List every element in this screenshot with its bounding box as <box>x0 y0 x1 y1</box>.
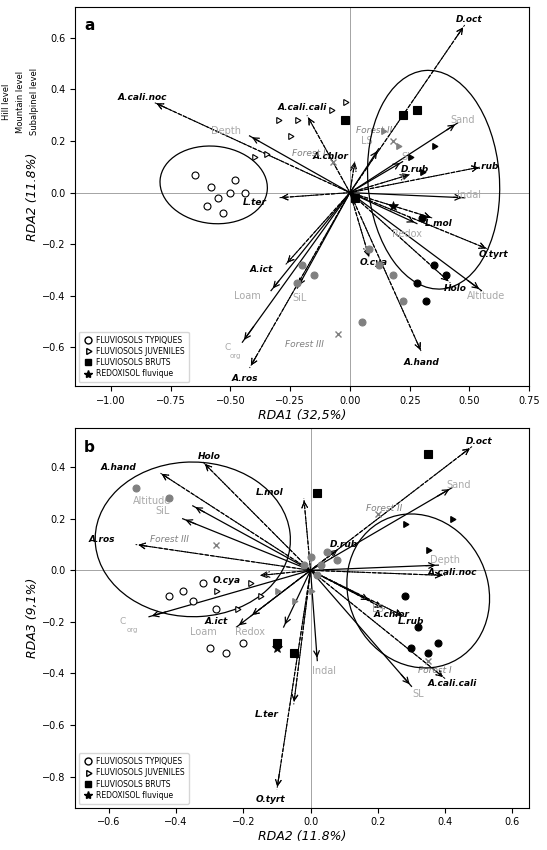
Text: A.chlor: A.chlor <box>373 609 409 619</box>
Text: SL: SL <box>412 689 424 699</box>
Text: Forest I: Forest I <box>418 666 452 676</box>
Text: O.tyrt: O.tyrt <box>479 250 508 259</box>
Text: org: org <box>126 627 138 633</box>
X-axis label: RDA2 (11.8%): RDA2 (11.8%) <box>258 830 346 843</box>
Text: L.rub: L.rub <box>398 617 424 626</box>
Text: Holo: Holo <box>198 452 221 462</box>
Text: Forest II: Forest II <box>366 504 403 513</box>
Text: O.cya: O.cya <box>212 576 241 585</box>
Text: O.cya: O.cya <box>360 258 388 267</box>
Text: L.mol: L.mol <box>257 489 284 497</box>
Text: Depth: Depth <box>430 555 460 565</box>
Text: A.ros: A.ros <box>231 374 258 382</box>
Text: A.hand: A.hand <box>404 359 440 367</box>
Text: Subalpinel level: Subalpinel level <box>30 68 39 135</box>
Text: Indal: Indal <box>312 666 336 676</box>
Text: Redox: Redox <box>392 229 422 239</box>
Text: C: C <box>119 617 125 626</box>
Text: SL: SL <box>401 151 413 162</box>
Text: Forest II: Forest II <box>356 127 392 135</box>
Text: L.rub: L.rub <box>473 162 499 172</box>
Text: LS: LS <box>361 136 373 146</box>
Text: A.cali.cali: A.cali.cali <box>427 679 476 689</box>
Text: Forest I: Forest I <box>293 150 326 158</box>
Text: O.tyrt: O.tyrt <box>255 796 285 804</box>
Legend: FLUVIOSOLS TYPIQUES, FLUVIOSOLS JUVENILES, FLUVIOSOLS BRUTS, REDOXISOL fluvique: FLUVIOSOLS TYPIQUES, FLUVIOSOLS JUVENILE… <box>79 753 189 804</box>
Text: Indal: Indal <box>457 190 481 201</box>
Text: L.ter: L.ter <box>242 198 266 207</box>
Legend: FLUVIOSOLS TYPIQUES, FLUVIOSOLS JUVENILES, FLUVIOSOLS BRUTS, REDOXISOL fluvique: FLUVIOSOLS TYPIQUES, FLUVIOSOLS JUVENILE… <box>79 332 189 382</box>
Text: C: C <box>225 343 231 352</box>
Text: Forest III: Forest III <box>150 535 189 544</box>
Y-axis label: RDA2 (11.8%): RDA2 (11.8%) <box>26 152 39 241</box>
Text: A.hand: A.hand <box>101 462 137 472</box>
Text: org: org <box>230 353 241 359</box>
Text: A.ict: A.ict <box>205 617 228 626</box>
Text: A.ict: A.ict <box>250 265 273 275</box>
Text: Altitude: Altitude <box>467 291 505 301</box>
Text: A.cali.noc: A.cali.noc <box>427 569 476 577</box>
Text: Altitude: Altitude <box>133 496 172 506</box>
Text: Depth: Depth <box>211 126 241 136</box>
Text: A.ros: A.ros <box>89 535 115 544</box>
Text: D.rub: D.rub <box>330 540 358 549</box>
Text: Loam: Loam <box>189 627 216 638</box>
Text: D.oct: D.oct <box>456 15 483 25</box>
Text: Loam: Loam <box>234 291 260 301</box>
Text: A.cali.cali: A.cali.cali <box>277 103 327 112</box>
Text: D.oct: D.oct <box>465 437 492 446</box>
Text: D.rub: D.rub <box>400 165 429 174</box>
Text: b: b <box>84 439 95 455</box>
Text: SiL: SiL <box>293 293 307 303</box>
Text: Forest III: Forest III <box>285 340 324 349</box>
X-axis label: RDA1 (32,5%): RDA1 (32,5%) <box>258 409 346 422</box>
Text: A.cali.noc: A.cali.noc <box>117 93 167 102</box>
Text: L.ter: L.ter <box>255 711 279 719</box>
Text: SiL: SiL <box>155 506 170 516</box>
Text: Sand: Sand <box>450 116 475 126</box>
Text: L.mol: L.mol <box>424 219 452 228</box>
Text: Mountain level: Mountain level <box>16 71 25 133</box>
Y-axis label: RDA3 (9,1%): RDA3 (9,1%) <box>26 578 39 658</box>
Text: Holo: Holo <box>444 284 467 292</box>
Text: Hill level: Hill level <box>2 83 11 120</box>
Text: a: a <box>84 19 95 33</box>
Text: Sand: Sand <box>446 480 471 490</box>
Text: Redox: Redox <box>235 627 265 638</box>
Text: A.chlor: A.chlor <box>313 152 349 161</box>
Text: LS: LS <box>372 604 383 614</box>
